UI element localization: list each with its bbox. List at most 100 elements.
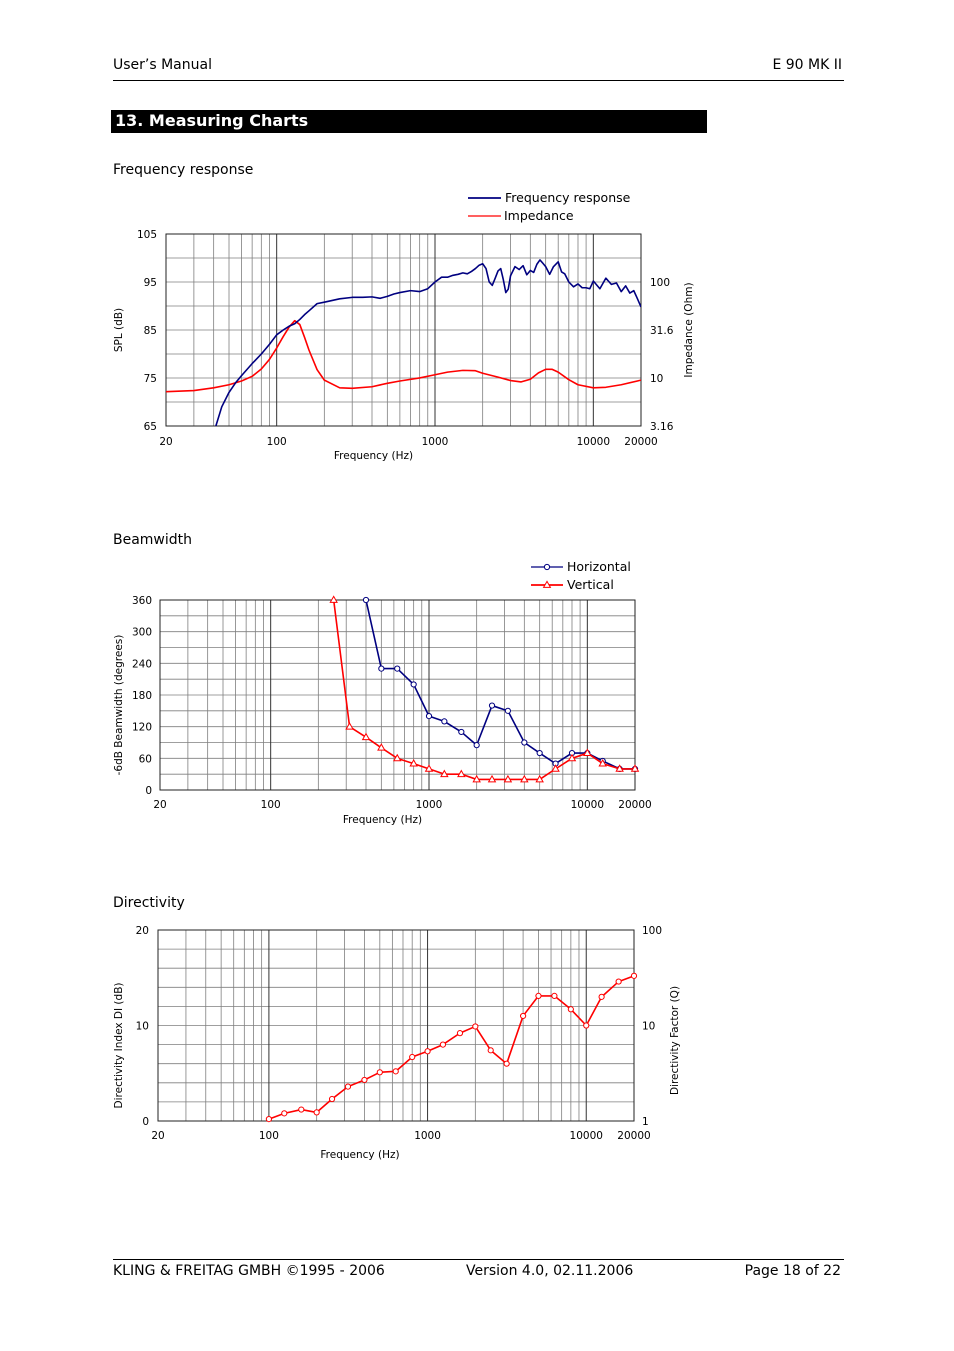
x-tick-label: 100 xyxy=(259,1130,279,1142)
data-point-directivity xyxy=(265,1115,273,1123)
directivity-chart: 0 10 20 1 10 100 20 100 1000 10000 20000 Frequency … xyxy=(113,925,681,1161)
data-point-vertical xyxy=(615,764,624,772)
data-point-vertical xyxy=(409,758,418,767)
legend-marker-vertical xyxy=(542,580,552,588)
footer-company: KLING & FREITAG GMBH ©1995 - 2006 xyxy=(113,1263,385,1279)
y-axis-label: Directivity Index DI (dB) xyxy=(113,983,125,1109)
x-tick-label: 1000 xyxy=(414,1130,441,1142)
data-point-vertical xyxy=(440,769,449,778)
data-point-vertical xyxy=(377,743,386,751)
x-tick-label: 10000 xyxy=(571,799,604,811)
x-tick-label: 100 xyxy=(267,436,287,448)
data-point-horizontal xyxy=(458,728,465,736)
x-tick-label: 20000 xyxy=(617,1130,650,1142)
y-axis-label: SPL (dB) xyxy=(113,308,125,352)
footer-version: Version 4.0, 02.11.2006 xyxy=(466,1263,634,1279)
section-number: 13. xyxy=(115,111,144,130)
y-tick-label: 85 xyxy=(144,325,157,337)
x-axis-label: Frequency (Hz) xyxy=(334,450,413,462)
data-point-directivity xyxy=(519,1012,527,1020)
data-point-directivity xyxy=(598,993,605,1000)
horizontal-series-line xyxy=(365,599,635,770)
data-point-directivity xyxy=(615,978,622,985)
data-point-vertical xyxy=(457,769,466,778)
data-point-horizontal xyxy=(521,739,528,746)
data-point-directivity xyxy=(328,1095,336,1103)
data-point-horizontal xyxy=(488,702,496,709)
y-tick-label: 360 xyxy=(132,595,152,607)
x-tick-label: 20000 xyxy=(624,436,657,448)
y-tick-label: 0 xyxy=(142,1116,149,1128)
y2-tick-label: 100 xyxy=(650,277,670,289)
data-point-horizontal xyxy=(473,742,480,749)
x-tick-label: 1000 xyxy=(422,436,449,448)
footer-page-number: Page 18 of 22 xyxy=(744,1263,841,1279)
legend-label-horizontal: Horizontal xyxy=(567,559,631,574)
data-point-directivity xyxy=(361,1076,368,1084)
y2-axis-label: Impedance (Ohm) xyxy=(683,282,695,377)
data-point-horizontal xyxy=(362,596,370,604)
data-point-directivity xyxy=(583,1022,590,1029)
data-point-horizontal xyxy=(394,665,401,672)
y-tick-label: 20 xyxy=(136,925,149,937)
y-tick-label: 10 xyxy=(136,1021,149,1033)
data-point-directivity xyxy=(392,1068,399,1075)
section-title-text: Measuring Charts xyxy=(148,111,309,130)
x-tick-label: 20 xyxy=(159,436,172,448)
legend-label-impedance: Impedance xyxy=(504,208,574,223)
y-tick-label: 105 xyxy=(137,229,157,241)
data-point-directivity xyxy=(503,1060,510,1067)
data-point-vertical xyxy=(424,764,434,772)
chart-title-beamwidth: Beamwidth xyxy=(113,532,193,548)
data-point-horizontal xyxy=(504,707,512,714)
x-tick-label: 10000 xyxy=(570,1130,603,1142)
data-point-vertical xyxy=(503,774,513,783)
data-point-directivity xyxy=(551,992,558,999)
x-axis-label: Frequency (Hz) xyxy=(320,1149,399,1161)
y2-tick-label: 1 xyxy=(642,1116,649,1128)
header-rule xyxy=(113,80,844,81)
data-point-vertical xyxy=(535,774,544,783)
plot-area-frame xyxy=(165,233,642,427)
x-tick-label: 10000 xyxy=(577,436,610,448)
data-point-directivity xyxy=(313,1109,320,1116)
header-manual-title: User’s Manual xyxy=(113,57,212,73)
impedance-series-line xyxy=(166,319,641,393)
x-tick-label: 20000 xyxy=(618,799,651,811)
data-point-directivity xyxy=(424,1048,431,1055)
y2-tick-label: 3.16 xyxy=(650,421,674,433)
y-tick-label: 95 xyxy=(144,277,157,289)
data-point-directivity xyxy=(456,1030,464,1037)
x-tick-label: 1000 xyxy=(416,799,443,811)
legend-label-vertical: Vertical xyxy=(567,577,614,592)
chart-title-frequency-response: Frequency response xyxy=(113,162,254,178)
y2-axis-label: Directivity Factor (Q) xyxy=(669,986,681,1095)
data-point-vertical xyxy=(361,732,371,741)
frequency-response-series-line xyxy=(215,259,641,426)
y-tick-label: 180 xyxy=(132,690,152,702)
plot-area-frame xyxy=(159,599,636,791)
y-tick-label: 300 xyxy=(132,627,152,639)
data-point-directivity xyxy=(409,1053,416,1061)
data-point-directivity xyxy=(630,972,638,979)
chart-title-directivity: Directivity xyxy=(113,895,185,911)
data-point-directivity xyxy=(344,1083,352,1090)
data-point-horizontal xyxy=(425,713,433,720)
data-point-vertical xyxy=(472,774,481,783)
data-point-directivity xyxy=(281,1110,288,1117)
y2-tick-label: 100 xyxy=(642,925,662,937)
data-point-directivity xyxy=(535,992,542,999)
data-point-vertical xyxy=(329,595,338,603)
frequency-response-chart: 65 75 85 95 105 3.16 10 31.6 100 20 100 1000 10000 20… xyxy=(113,190,695,462)
data-point-directivity xyxy=(298,1106,305,1113)
x-axis-label: Frequency (Hz) xyxy=(343,814,422,826)
data-point-vertical xyxy=(487,774,497,783)
data-point-vertical xyxy=(345,722,354,730)
data-point-directivity xyxy=(439,1041,447,1048)
data-point-vertical xyxy=(598,758,607,767)
y2-tick-label: 10 xyxy=(642,1021,655,1033)
data-point-vertical xyxy=(567,753,577,762)
directivity-series-line xyxy=(268,975,635,1120)
data-point-horizontal xyxy=(441,718,448,725)
legend-marker-horizontal xyxy=(543,563,551,571)
